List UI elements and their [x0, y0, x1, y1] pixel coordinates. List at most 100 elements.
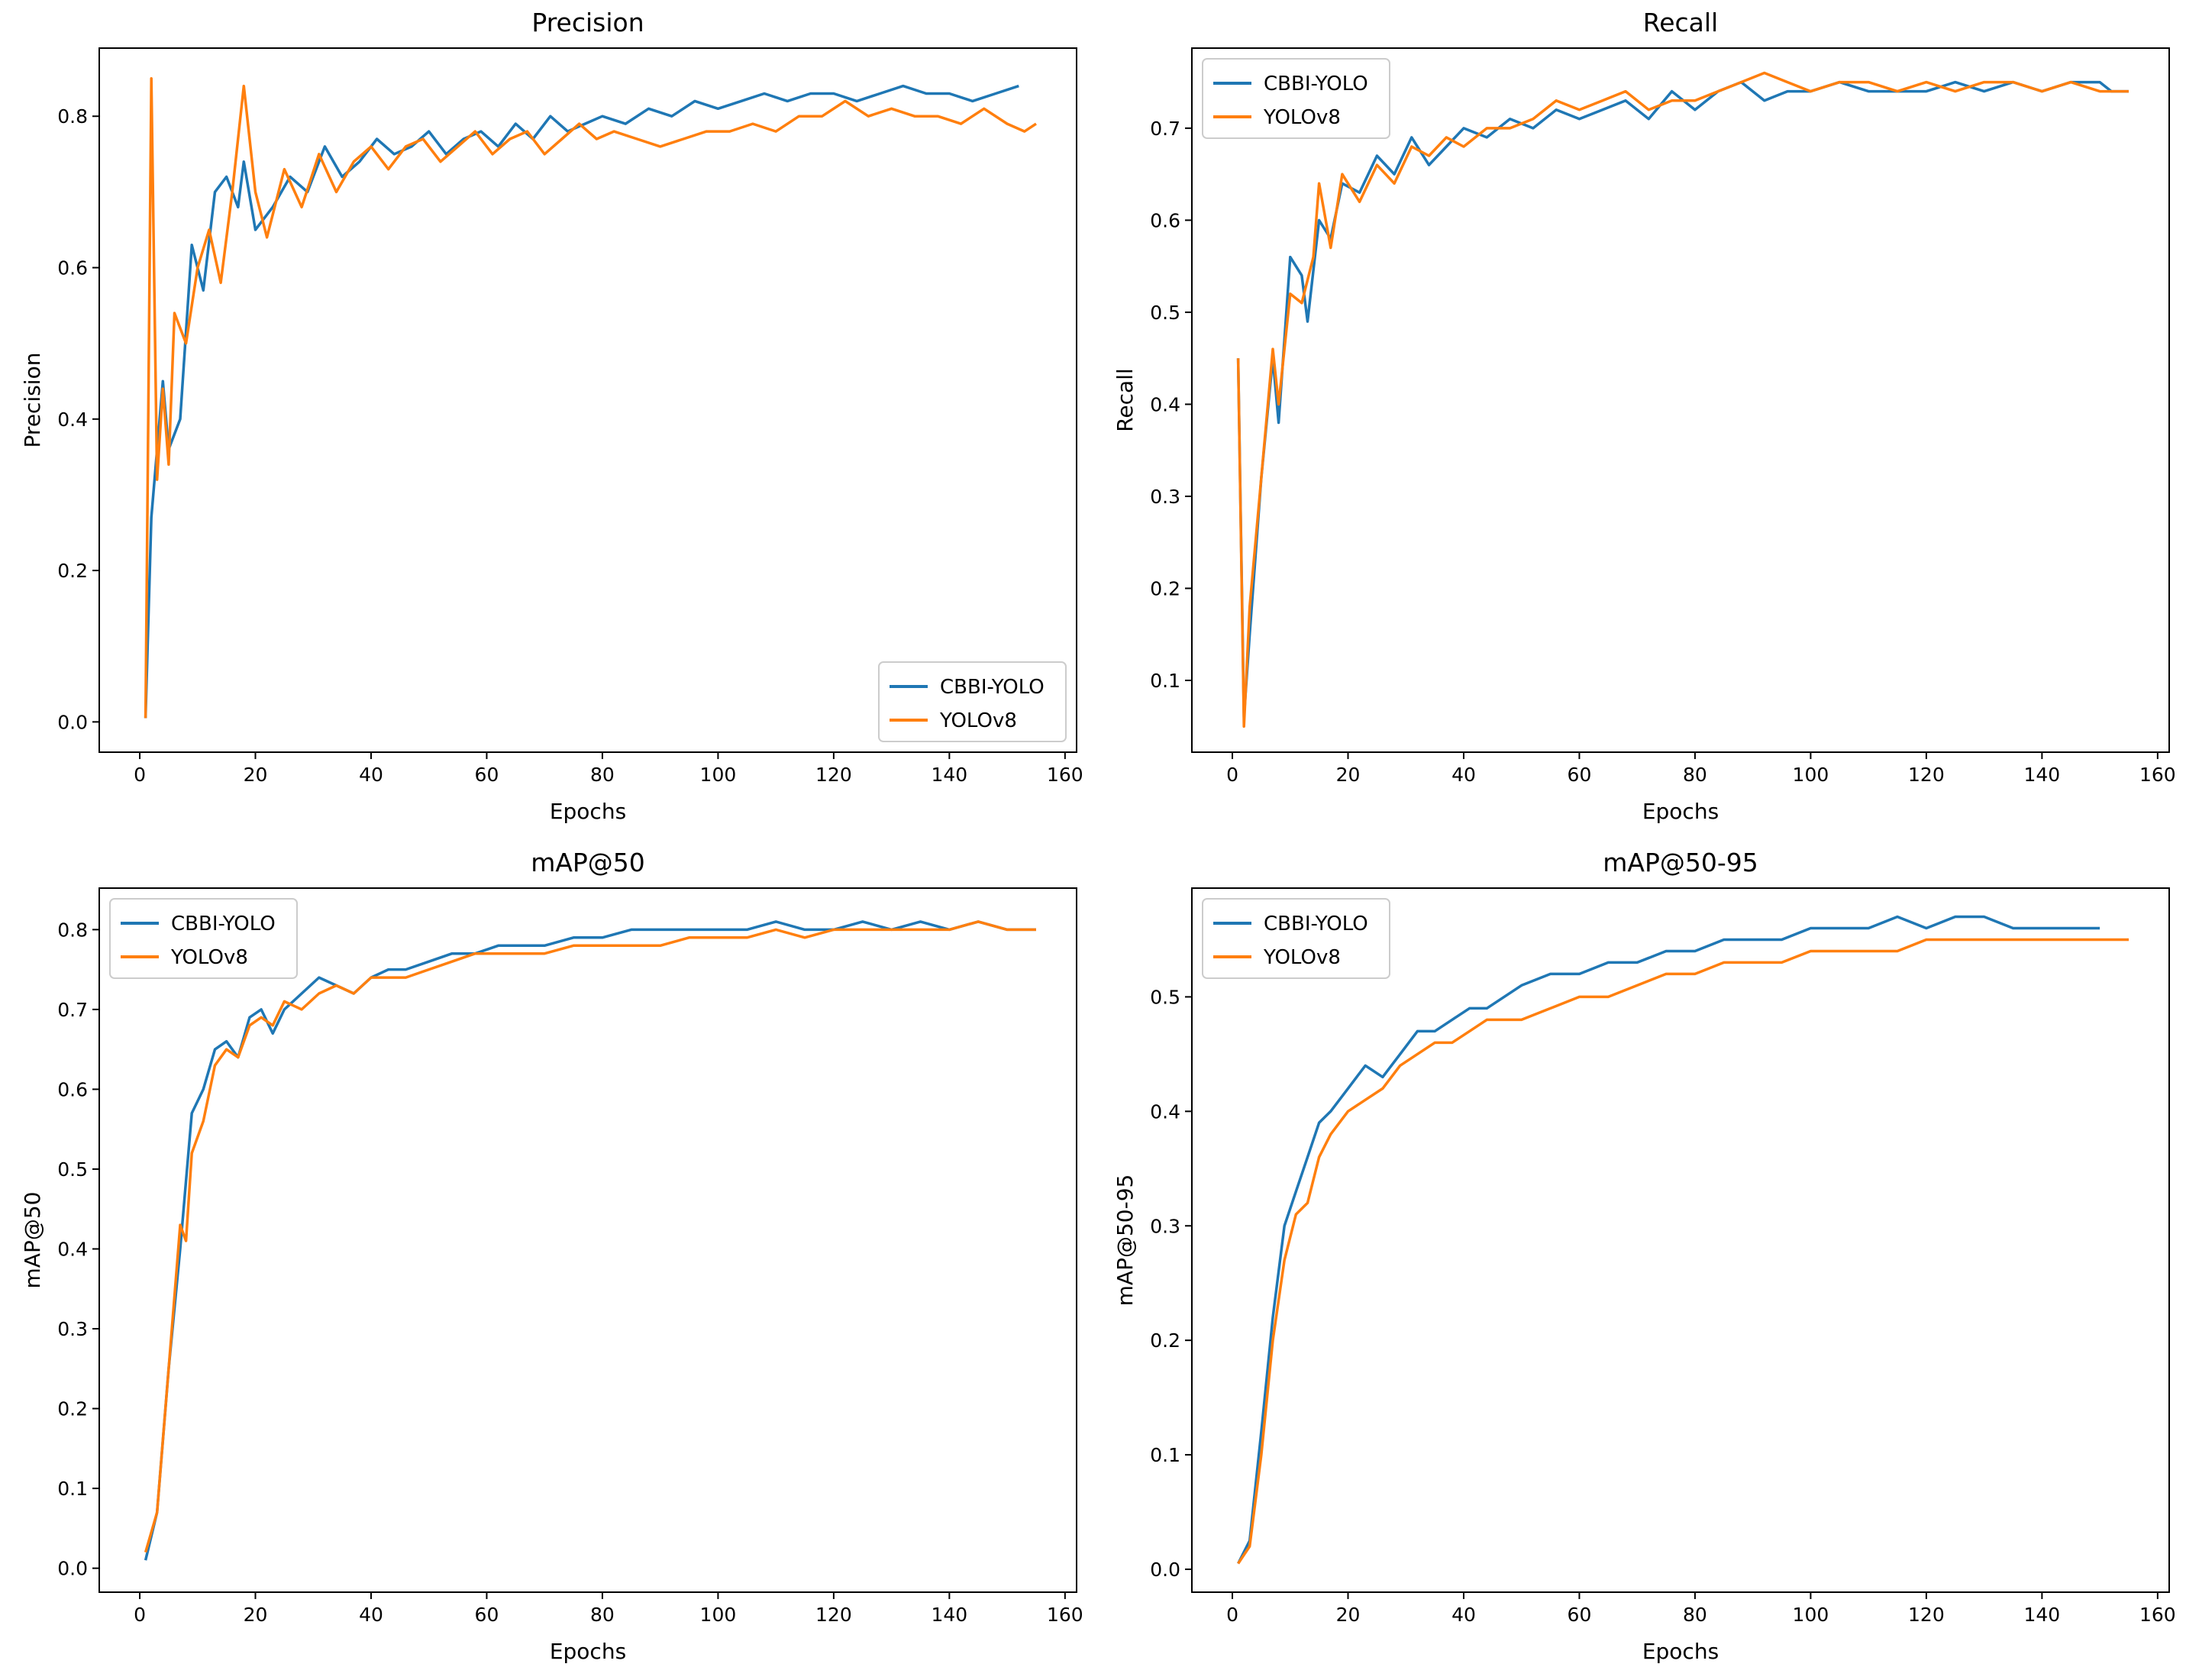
precision-y-tick-label: 0.4: [57, 409, 88, 431]
map50-95-y-tick-label: 0.2: [1150, 1329, 1180, 1352]
map50-95-x-tick-label: 160: [2139, 1604, 2176, 1626]
precision-panel: Precision Epochs Precision 0 20 40 60 80 100 120 1…: [0, 0, 1093, 840]
recall-chart: Recall Epochs Recall 0 20 40 60 80 100 120 140 160 0…: [1112, 8, 2176, 824]
map50-title: mAP@50: [531, 848, 645, 877]
map50-95-x-tick-label: 20: [1336, 1604, 1361, 1626]
map50-95-y-tick-label: 0.5: [1150, 986, 1180, 1008]
map50-95-panel: mAP@50-95 Epochs mAP@50-95 0 20 40 60 80 100 120 1…: [1093, 840, 2185, 1680]
map50-x-tick-label: 160: [1047, 1604, 1083, 1626]
map50-y-tick-label: 0.5: [57, 1158, 88, 1181]
map50-95-y-tick-label: 0.3: [1150, 1215, 1180, 1237]
map50-x-tick-label: 40: [359, 1604, 383, 1626]
map50-y-tick-label: 0.1: [57, 1478, 88, 1500]
map50-y-axis-label: mAP@50: [20, 1192, 45, 1289]
recall-x-tick-label: 160: [2139, 764, 2176, 786]
map50-x-tick-label: 80: [590, 1604, 615, 1626]
precision-x-tick-label: 60: [475, 764, 499, 786]
precision-series-cbbi-yolo-line: [144, 84, 1019, 719]
map50-y-tick-label: 0.2: [57, 1398, 88, 1420]
map50-y-tick-label: 0.7: [57, 999, 88, 1021]
recall-legend-label-cbbi-yolo: CBBI-YOLO: [1264, 73, 1368, 95]
map50-y-tick-label: 0.3: [57, 1318, 88, 1340]
map50-95-x-tick-label: 80: [1683, 1604, 1707, 1626]
map50-95-legend-label-cbbi-yolo: CBBI-YOLO: [1264, 913, 1368, 935]
map50-x-tick-label: 60: [475, 1604, 499, 1626]
map50-95-y-axis-label: mAP@50-95: [1112, 1174, 1138, 1307]
precision-x-tick-label: 120: [815, 764, 852, 786]
map50-95-y-tick-label: 0.1: [1150, 1444, 1180, 1466]
recall-title: Recall: [1643, 8, 1718, 37]
map50-panel: mAP@50 Epochs mAP@50 0 20 40 60 80 100 120 140 160 0…: [0, 840, 1093, 1680]
precision-x-tick-label: 40: [359, 764, 383, 786]
recall-series-yolov8-line: [1236, 71, 2129, 729]
map50-chart: mAP@50 Epochs mAP@50 0 20 40 60 80 100 120 140 160 0…: [20, 848, 1083, 1664]
precision-x-tick-label: 0: [134, 764, 146, 786]
precision-y-tick-label: 0.2: [57, 560, 88, 582]
map50-95-x-tick-label: 120: [1908, 1604, 1945, 1626]
map50-y-tick-label: 0.0: [57, 1558, 88, 1580]
map50-95-chart: mAP@50-95 Epochs mAP@50-95 0 20 40 60 80 100 120 1…: [1112, 848, 2176, 1664]
map50-95-x-tick-label: 100: [1793, 1604, 1829, 1626]
precision-y-tick-label: 0.0: [57, 711, 88, 733]
recall-y-tick-label: 0.4: [1150, 393, 1180, 415]
map50-axes-frame: [98, 887, 1077, 1593]
map50-x-tick-label: 120: [815, 1604, 852, 1626]
map50-series-yolov8-line: [144, 920, 1036, 1553]
map50-95-y-tick-label: 0.0: [1150, 1559, 1180, 1581]
map50-x-tick-label: 20: [244, 1604, 268, 1626]
map50-x-tick-label: 140: [932, 1604, 968, 1626]
recall-y-tick-label: 0.2: [1150, 577, 1180, 599]
precision-series-yolov8-line: [144, 76, 1037, 719]
precision-axes-frame: [98, 47, 1077, 753]
recall-legend: CBBI-YOLO YOLOv8: [1202, 58, 1390, 139]
map50-95-x-tick-label: 60: [1568, 1604, 1592, 1626]
recall-x-tick-label: 120: [1908, 764, 1945, 786]
map50-95-series-yolov8-line: [1237, 938, 2129, 1565]
recall-y-axis-label: Recall: [1112, 368, 1138, 432]
map50-legend-label-yolov8: YOLOv8: [170, 946, 248, 969]
map50-x-axis-label: Epochs: [550, 1639, 626, 1664]
recall-x-tick-label: 60: [1568, 764, 1592, 786]
precision-x-tick-label: 140: [932, 764, 968, 786]
recall-x-tick-label: 100: [1793, 764, 1829, 786]
precision-x-tick-label: 100: [700, 764, 737, 786]
recall-axes-frame: [1191, 47, 2170, 753]
recall-y-tick-label: 0.5: [1150, 302, 1180, 324]
map50-95-legend: CBBI-YOLO YOLOv8: [1202, 898, 1390, 979]
precision-chart: Precision Epochs Precision 0 20 40 60 80 100 120 1…: [20, 8, 1083, 824]
precision-title: Precision: [531, 8, 644, 37]
map50-95-legend-label-yolov8: YOLOv8: [1263, 946, 1341, 969]
precision-y-tick-label: 0.6: [57, 257, 88, 279]
map50-95-x-tick-label: 40: [1451, 1604, 1476, 1626]
map50-95-x-axis-label: Epochs: [1642, 1639, 1719, 1664]
map50-95-series-cbbi-yolo-line: [1237, 915, 2100, 1565]
recall-x-axis-label: Epochs: [1642, 799, 1719, 824]
map50-95-y-tick-label: 0.4: [1150, 1100, 1180, 1123]
map50-95-x-tick-label: 0: [1226, 1604, 1238, 1626]
precision-y-axis-label: Precision: [20, 353, 45, 448]
recall-legend-label-yolov8: YOLOv8: [1263, 106, 1341, 129]
precision-legend: CBBI-YOLO YOLOv8: [878, 661, 1067, 742]
map50-x-tick-label: 100: [700, 1604, 737, 1626]
map50-95-title: mAP@50-95: [1603, 848, 1758, 877]
precision-x-tick-label: 160: [1047, 764, 1083, 786]
recall-x-tick-label: 40: [1451, 764, 1476, 786]
precision-x-axis-label: Epochs: [550, 799, 626, 824]
precision-legend-label-cbbi-yolo: CBBI-YOLO: [940, 676, 1045, 699]
map50-y-tick-label: 0.8: [57, 919, 88, 941]
map50-x-tick-label: 0: [134, 1604, 146, 1626]
map50-series-cbbi-yolo-line: [144, 920, 1036, 1561]
recall-panel: Recall Epochs Recall 0 20 40 60 80 100 120 140 160 0…: [1093, 0, 2185, 840]
precision-legend-label-yolov8: YOLOv8: [939, 709, 1017, 732]
map50-legend-label-cbbi-yolo: CBBI-YOLO: [171, 913, 276, 935]
recall-y-tick-label: 0.1: [1150, 670, 1180, 692]
precision-x-tick-label: 20: [244, 764, 268, 786]
map50-y-tick-label: 0.6: [57, 1078, 88, 1100]
map50-95-x-tick-label: 140: [2024, 1604, 2061, 1626]
precision-y-tick-label: 0.8: [57, 105, 88, 128]
recall-y-tick-label: 0.3: [1150, 486, 1180, 508]
map50-legend: CBBI-YOLO YOLOv8: [109, 898, 298, 979]
recall-x-tick-label: 140: [2024, 764, 2061, 786]
recall-y-tick-label: 0.7: [1150, 118, 1180, 140]
precision-x-tick-label: 80: [590, 764, 615, 786]
